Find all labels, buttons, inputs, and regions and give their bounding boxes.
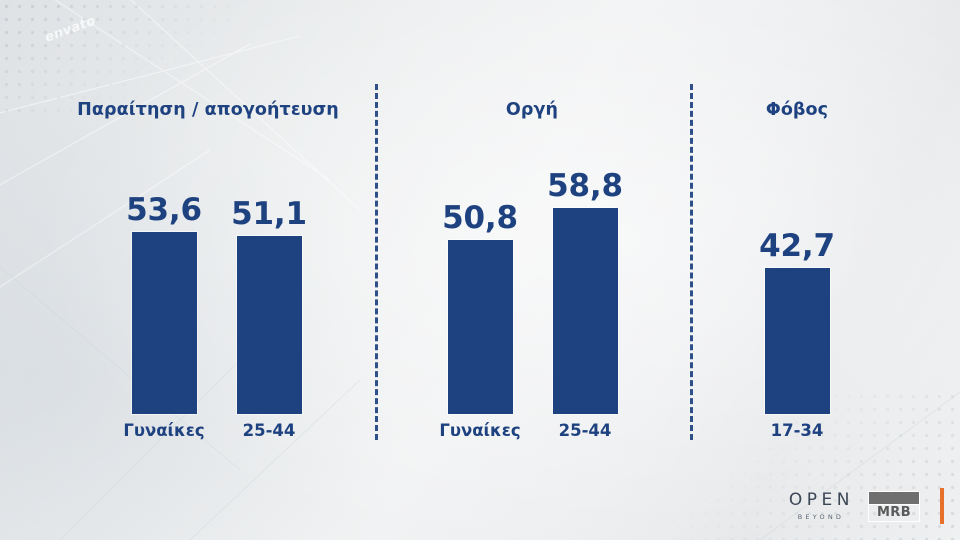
bar-label-anger-25-44: 25-44 bbox=[558, 421, 612, 440]
open-logo-wordmark: OPEN bbox=[788, 489, 854, 510]
bar-label-resignation-women: Γυναίκες bbox=[123, 421, 205, 440]
mrb-logo: MRB bbox=[868, 490, 920, 522]
group-title-anger: Οργή bbox=[505, 100, 559, 120]
bar-label-anger-women: Γυναίκες bbox=[439, 421, 521, 440]
open-logo-tagline: BEYOND bbox=[797, 512, 845, 521]
mrb-logo-wordmark: MRB bbox=[876, 505, 912, 520]
mrb-logo-top-block bbox=[868, 490, 920, 504]
bar-label-resignation-25-44: 25-44 bbox=[242, 421, 296, 440]
bar-value-anger-women: 50,8 bbox=[442, 200, 518, 236]
bar-anger-women bbox=[448, 240, 513, 414]
bar-fear-17-34 bbox=[765, 268, 830, 414]
mrb-logo-bottom-block: MRB bbox=[868, 503, 920, 522]
broadcaster-logo-bar: OPEN BEYOND MRB bbox=[785, 484, 944, 528]
group-divider-2 bbox=[690, 84, 693, 440]
bar-anger-25-44 bbox=[553, 208, 618, 414]
bar-value-resignation-25-44: 51,1 bbox=[231, 196, 307, 232]
bar-value-fear-17-34: 42,7 bbox=[759, 228, 835, 264]
bar-value-resignation-women: 53,6 bbox=[126, 192, 202, 228]
open-beyond-logo: OPEN BEYOND bbox=[785, 489, 854, 521]
group-divider-1 bbox=[375, 84, 378, 440]
orange-accent-bar bbox=[940, 488, 944, 524]
bar-resignation-women bbox=[132, 232, 197, 414]
group-title-fear: Φόβος bbox=[765, 100, 829, 120]
group-title-resignation: Παραίτηση / απογοήτευση bbox=[77, 100, 339, 120]
bar-value-anger-25-44: 58,8 bbox=[547, 168, 623, 204]
bar-label-fear-17-34: 17-34 bbox=[770, 421, 824, 440]
bar-resignation-25-44 bbox=[237, 236, 302, 414]
